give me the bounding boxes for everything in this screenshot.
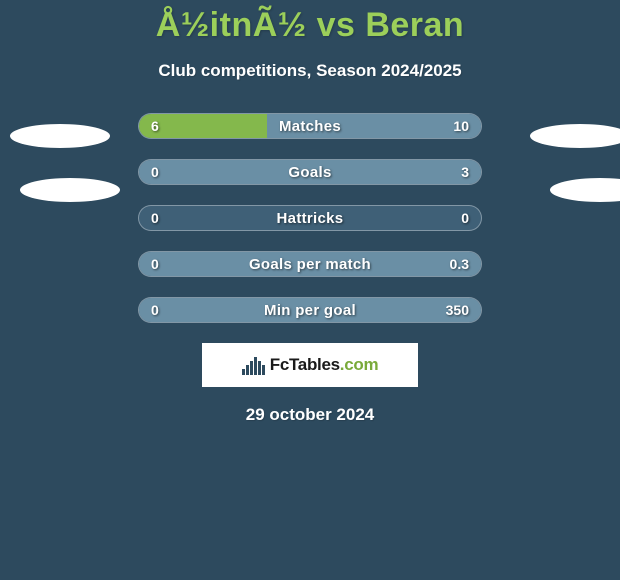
- stat-row: 00.3Goals per match: [138, 251, 482, 277]
- decorative-ellipse-top-left: [10, 124, 110, 148]
- stat-row: 00Hattricks: [138, 205, 482, 231]
- comparison-infographic: Å½itnÃ½ vs Beran Club competitions, Seas…: [0, 0, 620, 580]
- decorative-ellipse-bottom-left: [20, 178, 120, 202]
- stat-row: 0350Min per goal: [138, 297, 482, 323]
- stat-label: Min per goal: [139, 298, 481, 322]
- stat-label: Hattricks: [139, 206, 481, 230]
- logo-text: FcTables.com: [270, 355, 379, 375]
- decorative-ellipse-top-right: [530, 124, 620, 148]
- page-title: Å½itnÃ½ vs Beran: [0, 0, 620, 45]
- stat-row: 03Goals: [138, 159, 482, 185]
- bar-chart-icon: [242, 355, 266, 375]
- source-logo: FcTables.com: [202, 343, 418, 387]
- stats-bars: 610Matches 03Goals 00Hattricks 00.3Goals pe…: [138, 113, 482, 323]
- logo-text-domain: .com: [340, 355, 378, 374]
- stat-label: Goals: [139, 160, 481, 184]
- decorative-ellipse-bottom-right: [550, 178, 620, 202]
- stat-label: Matches: [139, 114, 481, 138]
- stat-row: 610Matches: [138, 113, 482, 139]
- logo-text-main: FcTables: [270, 355, 340, 374]
- date-label: 29 october 2024: [0, 405, 620, 425]
- stat-label: Goals per match: [139, 252, 481, 276]
- season-subtitle: Club competitions, Season 2024/2025: [0, 61, 620, 81]
- logo-inner: FcTables.com: [242, 355, 379, 375]
